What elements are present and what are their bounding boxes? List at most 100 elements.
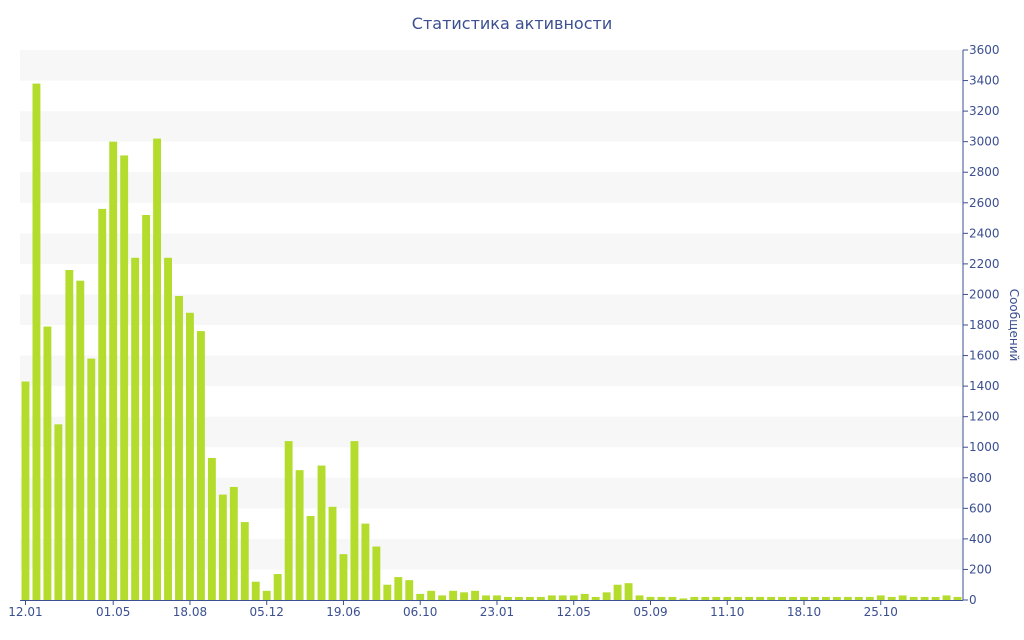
- bar: [865, 596, 874, 600]
- bar: [21, 381, 30, 600]
- x-tick-label: 18.10: [787, 605, 821, 619]
- bar: [953, 596, 962, 600]
- bar: [942, 595, 951, 600]
- grid-band: [20, 416, 963, 448]
- bar: [273, 574, 282, 600]
- y-tick-label: 1800: [969, 318, 1000, 332]
- bar: [876, 595, 885, 600]
- bar: [284, 441, 293, 600]
- bar: [832, 596, 841, 600]
- bar: [734, 596, 743, 600]
- bar: [339, 554, 348, 600]
- bar: [449, 590, 458, 600]
- y-axis-label: Сообщений: [1007, 289, 1021, 362]
- y-tick-label: 2200: [969, 257, 1000, 271]
- bar: [438, 595, 447, 600]
- bar: [43, 326, 52, 600]
- bar: [756, 596, 765, 600]
- bar: [701, 596, 710, 600]
- bar: [854, 596, 863, 600]
- bar: [317, 465, 326, 600]
- bar: [306, 515, 315, 600]
- bar: [405, 580, 414, 600]
- bar: [536, 596, 545, 600]
- bar: [504, 596, 512, 600]
- bar: [54, 424, 63, 600]
- bar: [383, 584, 392, 600]
- bar: [712, 596, 721, 600]
- grid-band: [20, 233, 963, 264]
- y-tick-label: 1400: [969, 379, 1000, 393]
- y-tick-label: 2800: [969, 165, 1000, 179]
- bar: [207, 457, 216, 600]
- y-tick-label: 400: [969, 532, 992, 546]
- bar: [251, 581, 260, 600]
- x-axis: 12.01 01.05 18.08 05.12 19.06 06.10 23.01 12.05…: [8, 600, 963, 619]
- x-tick-label: 06.10: [403, 605, 437, 619]
- bar-series: [21, 83, 962, 601]
- grid-band: [20, 477, 963, 509]
- bar: [76, 280, 85, 600]
- bar: [514, 596, 523, 600]
- bar: [887, 596, 896, 600]
- bar: [909, 596, 918, 600]
- y-tick-label: 3400: [969, 74, 1000, 88]
- bar: [898, 595, 907, 600]
- bar: [65, 270, 74, 600]
- bar: [416, 593, 425, 600]
- bar: [580, 593, 589, 600]
- grid-band: [20, 538, 963, 570]
- bar: [482, 595, 490, 600]
- bar: [229, 486, 238, 600]
- bar: [690, 596, 699, 600]
- bar: [624, 583, 633, 600]
- bar: [789, 596, 797, 600]
- bar: [109, 141, 118, 601]
- x-tick-label: 25.10: [864, 605, 898, 619]
- bar: [32, 83, 41, 601]
- y-tick-label: 800: [969, 471, 992, 485]
- grid-band: [20, 355, 963, 387]
- x-tick-label: 23.01: [480, 605, 514, 619]
- bar: [778, 596, 787, 600]
- x-tick-label: 01.05: [96, 605, 130, 619]
- bar: [493, 595, 501, 600]
- x-tick-label: 18.08: [173, 605, 207, 619]
- bar: [547, 595, 556, 600]
- x-tick-label: 11.10: [710, 605, 744, 619]
- bar: [811, 596, 819, 600]
- bar: [646, 596, 655, 600]
- bar: [175, 295, 183, 600]
- bar: [525, 596, 534, 600]
- x-tick-label: 12.01: [8, 605, 42, 619]
- grid-bands: [20, 50, 963, 570]
- bar: [153, 138, 162, 601]
- x-tick-label: 12.05: [557, 605, 591, 619]
- bar: [460, 592, 469, 600]
- grid-band: [20, 172, 963, 203]
- bar: [821, 596, 830, 600]
- y-tick-label: 600: [969, 501, 992, 515]
- x-tick-label: 19.06: [326, 605, 360, 619]
- chart-title: Статистика активности: [411, 14, 613, 33]
- bar: [558, 595, 567, 600]
- grid-band: [20, 294, 963, 325]
- bar: [328, 506, 337, 600]
- bar: [602, 592, 611, 600]
- grid-band: [20, 50, 963, 81]
- x-tick-label: 05.09: [633, 605, 667, 619]
- bar: [394, 577, 403, 600]
- bar: [131, 257, 140, 600]
- bar: [98, 208, 107, 600]
- grid-band: [20, 111, 963, 142]
- bar: [295, 470, 304, 600]
- y-tick-label: 2000: [969, 287, 1000, 301]
- bar: [350, 441, 359, 600]
- bar: [767, 596, 776, 600]
- y-tick-label: 3600: [969, 43, 1000, 57]
- bar: [164, 257, 172, 600]
- bar: [657, 596, 666, 600]
- bar: [723, 596, 732, 600]
- bar: [120, 155, 129, 601]
